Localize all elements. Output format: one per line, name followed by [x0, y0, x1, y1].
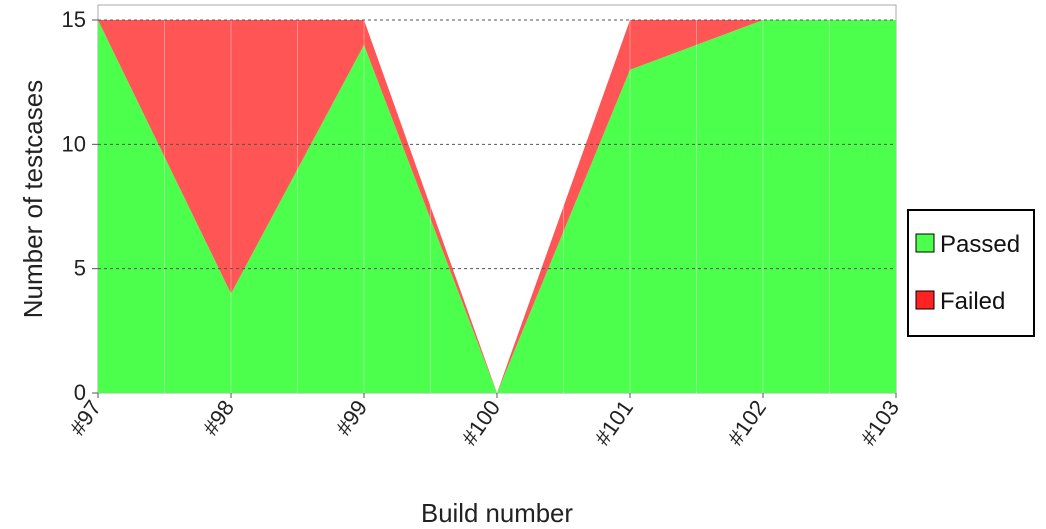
x-axis-ticks: #97 #98 #99 #100 #101 #102 #103 — [65, 393, 905, 450]
legend-swatch-failed — [915, 290, 935, 310]
x-tick-label: #97 — [65, 396, 107, 440]
x-tick-label: #100 — [457, 396, 506, 450]
x-tick-label: #103 — [856, 396, 905, 450]
area-passed — [98, 20, 896, 393]
y-axis-ticks: 0 5 10 15 — [62, 7, 98, 405]
series-areas — [98, 20, 896, 393]
legend-swatch-passed — [915, 233, 935, 253]
x-tick-label: #98 — [198, 396, 240, 440]
legend-box — [907, 209, 1035, 337]
horizontal-gridlines — [98, 19, 896, 270]
x-tick-label: #99 — [331, 396, 373, 440]
legend-label-passed: Passed — [940, 231, 1020, 258]
y-tick-label: 10 — [62, 131, 86, 156]
y-tick-label: 15 — [62, 7, 86, 32]
y-tick-label: 0 — [74, 380, 86, 405]
x-tick-label: #101 — [590, 396, 639, 450]
area-failed — [98, 20, 896, 393]
legend-label-failed: Failed — [940, 288, 1005, 315]
vertical-gridlines — [164, 20, 830, 393]
y-tick-label: 5 — [74, 256, 86, 281]
x-axis-title: Build number — [421, 498, 573, 528]
x-tick-label: #102 — [723, 396, 772, 450]
legend: Passed Failed — [907, 209, 1035, 337]
y-axis-title: Number of testcases — [18, 80, 48, 318]
